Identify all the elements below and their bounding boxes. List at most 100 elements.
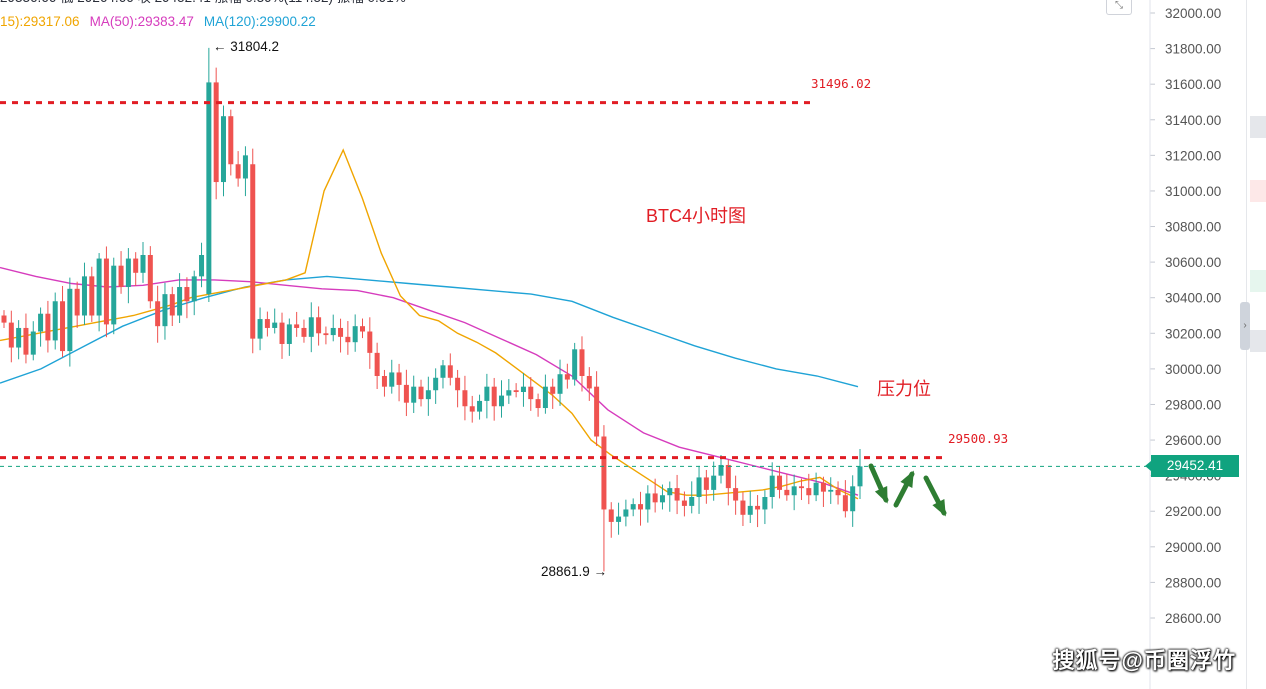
candle-body: [359, 326, 365, 332]
candle-body: [52, 301, 58, 341]
ma-readout: 15):29317.06 MA(50):29383.47 MA(120):29900…: [0, 12, 316, 32]
candle-body: [257, 319, 263, 339]
y-tick-label: 29800.00: [1165, 397, 1221, 412]
y-tick-label: 31200.00: [1165, 148, 1221, 163]
candle-body: [184, 287, 190, 302]
candle-body: [535, 399, 541, 409]
candle-body: [857, 466, 863, 487]
moving-average-lines: [0, 148, 859, 500]
candle-body: [345, 336, 351, 343]
candle-body: [67, 288, 73, 352]
high-marker: ← 31804.2: [213, 39, 280, 54]
candle-body: [418, 386, 424, 400]
y-tick-label: 30000.00: [1165, 362, 1221, 377]
candle-body: [528, 386, 534, 400]
toolbar-block[interactable]: [1250, 330, 1266, 352]
y-tick-label: 30800.00: [1165, 220, 1221, 235]
resistance-label: 压力位: [877, 379, 931, 399]
candle-body: [520, 386, 526, 393]
candle-body: [330, 327, 336, 336]
candle-body: [447, 365, 453, 378]
candle-body: [199, 255, 205, 277]
candle-body: [718, 464, 724, 476]
toolbar-block[interactable]: [1250, 270, 1266, 292]
candle-body: [484, 386, 490, 401]
candle-body: [279, 322, 285, 344]
candle-body: [725, 464, 731, 489]
candle-body: [191, 276, 197, 302]
y-tick-label: 31000.00: [1165, 184, 1221, 199]
candle-body: [652, 493, 658, 503]
candle-body: [733, 488, 739, 501]
candle-body: [777, 475, 783, 490]
y-tick-label: 31400.00: [1165, 113, 1221, 128]
chart-resize-icon[interactable]: ⤡: [1106, 0, 1132, 15]
toolbar-block[interactable]: [1250, 116, 1266, 138]
candle-body: [133, 258, 139, 273]
candle-body: [455, 377, 461, 391]
candle-body: [294, 324, 300, 328]
candle-body: [791, 486, 797, 496]
candle-body: [81, 276, 87, 316]
y-tick-label: 29200.00: [1165, 504, 1221, 519]
candle-body: [645, 493, 651, 510]
candle-body: [433, 377, 439, 391]
y-tick-label: 28800.00: [1165, 575, 1221, 590]
candle-body: [403, 384, 409, 403]
candle-body: [806, 488, 812, 496]
candle-body: [813, 482, 819, 496]
candle-body: [740, 500, 746, 515]
candle-body: [557, 374, 563, 394]
candle-body: [389, 372, 395, 387]
candle-body: [798, 486, 804, 489]
support-resistance-levels: [0, 101, 1150, 467]
candle-body: [579, 349, 585, 376]
current-price-tag: 29452.41: [1145, 455, 1239, 477]
candle-body: [689, 497, 695, 506]
candle-body: [638, 504, 644, 510]
candle-body: [147, 255, 153, 302]
candle-body: [462, 390, 468, 407]
candle-body: [550, 386, 556, 394]
candle-body: [425, 390, 431, 400]
candle-body: [477, 400, 483, 412]
candle-body: [103, 258, 109, 325]
candle-body: [769, 475, 775, 497]
candle-body: [228, 116, 234, 165]
candle-body: [586, 376, 592, 389]
candle-body: [564, 374, 570, 380]
price-grid: [1150, 12, 1155, 619]
candle-body: [8, 322, 14, 348]
panel-collapse-handle[interactable]: ›: [1240, 302, 1250, 350]
candle-body: [469, 406, 475, 412]
y-tick-label: 29600.00: [1165, 433, 1221, 448]
price-axis[interactable]: 32000.00 31800.00 31600.00 31400.00 31200.00…: [1149, 0, 1221, 689]
candle-body: [352, 326, 358, 343]
candle-body: [842, 495, 848, 512]
candle-body: [513, 390, 519, 393]
candle-body: [381, 376, 387, 387]
ma15-line: [0, 148, 859, 500]
low-marker: 28861.9 →: [541, 564, 608, 579]
candle-body: [316, 317, 322, 334]
candle-body: [308, 317, 314, 337]
candle-body: [601, 436, 607, 510]
candle-body: [111, 265, 117, 325]
candle-series: [1, 47, 863, 572]
y-tick-label: 30600.00: [1165, 255, 1221, 270]
arrow-down-1-head: [874, 486, 888, 504]
candle-body: [667, 488, 673, 496]
toolbar-block[interactable]: [1250, 180, 1266, 202]
y-tick-label: 31600.00: [1165, 77, 1221, 92]
candle-body: [594, 386, 600, 437]
candle-body: [235, 164, 241, 179]
y-tick-label: 30400.00: [1165, 291, 1221, 306]
candle-body: [630, 504, 636, 510]
candle-body: [206, 82, 212, 295]
candle-body: [367, 331, 373, 353]
candle-body: [572, 349, 578, 380]
candle-body: [177, 287, 183, 316]
candle-body: [542, 386, 548, 409]
candle-body: [286, 324, 292, 344]
